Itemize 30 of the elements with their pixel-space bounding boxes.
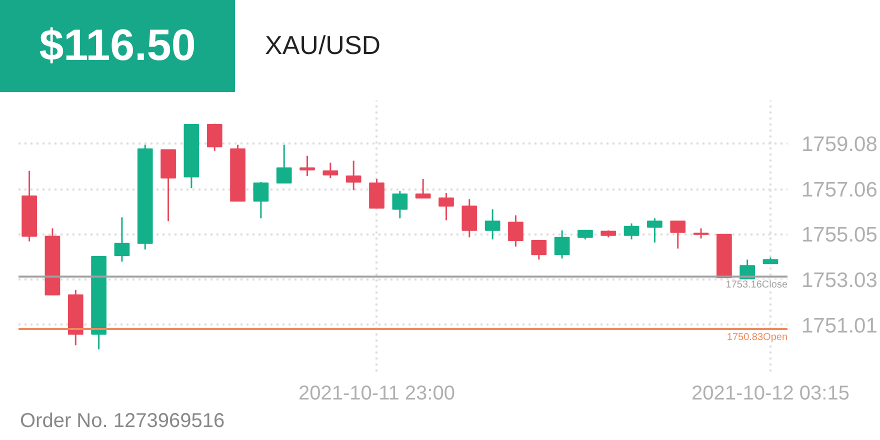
candlestick [508,214,524,248]
y-tick-label: 1759.08 [802,133,878,156]
candlestick [531,240,547,260]
text: $116.50 [0,0,235,92]
candlestick [300,155,315,177]
candlestick [114,216,130,262]
candlestick [693,228,709,240]
candlestick [484,208,500,240]
candlestick [276,144,292,184]
candlestick [322,162,338,179]
candlestick [392,190,408,219]
y-tick-label: 1757.06 [802,178,878,202]
y-tick-label: 1753.03 [802,269,878,292]
candlestick [624,222,640,240]
candlestick [415,178,431,199]
candlestick [647,218,662,244]
ref-line-label: 1753.16Close [726,280,788,291]
candlestick [438,192,454,222]
candlestick [670,220,686,250]
candlestick [206,122,222,152]
text: Order No. 1273969516 [19,409,225,434]
candlestick [554,230,570,260]
chart-title: XAU/USD [265,29,381,62]
candlestick [253,181,269,219]
x-tick-label: 2021-10-11 23:00 [298,382,455,404]
y-tick-label: 1755.05 [802,224,878,247]
x-tick-label: 2021-10-12 03:15 [692,382,850,404]
candlestick [346,160,362,191]
y-tick-label: 1751.01 [802,314,878,338]
ref-line-label: 1750.83Open [726,332,788,344]
